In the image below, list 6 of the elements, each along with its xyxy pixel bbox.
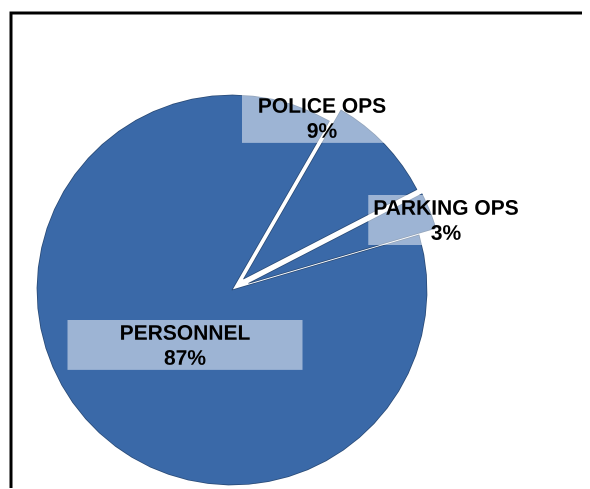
slice-label: PARKING OPS xyxy=(374,200,518,215)
data-label: 87% xyxy=(164,350,206,365)
slice-label: PERSONNEL xyxy=(121,324,250,340)
data-label: 3% xyxy=(431,224,461,240)
data-label: 9% xyxy=(308,122,337,138)
slice-label: POLICE OPS xyxy=(259,98,386,113)
